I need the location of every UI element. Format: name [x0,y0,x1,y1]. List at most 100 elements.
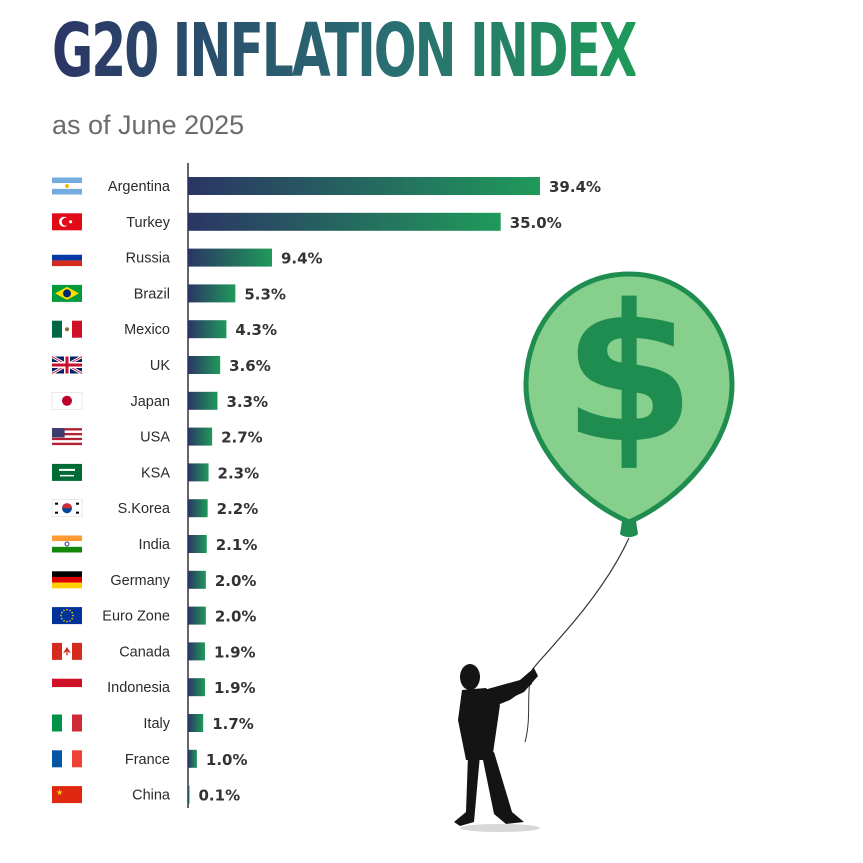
value-label: 5.3% [244,285,286,303]
category-label: USA [140,430,170,446]
russia-flag-icon [52,249,82,267]
category-label: Mexico [124,322,170,338]
category-label: Italy [143,716,170,732]
chart-row-france: France 1.0% [52,749,248,769]
china-flag-icon: ★ [52,786,82,804]
dollar-balloon-icon: $ [523,264,735,537]
category-label: Germany [110,573,170,589]
indonesia-flag-icon [52,678,82,696]
chart-row-usa: USA 2.7% [52,427,263,447]
value-label: 35.0% [510,214,562,232]
bar [188,606,206,625]
value-label: 4.3% [235,321,277,339]
chart-row-india: India 2.1% [52,535,257,554]
chart-row-china: ★ China 0.1% [52,785,241,805]
category-label: China [132,788,171,804]
category-label: Canada [119,644,171,660]
bar [188,248,272,267]
chart-row-canada: Canada 1.9% [52,642,256,661]
svg-text:★: ★ [56,788,63,797]
value-label: 1.7% [212,715,254,733]
category-label: Brazil [134,286,170,302]
bar [188,212,501,231]
euro-zone-flag-icon [52,607,82,625]
bar [188,749,197,768]
value-label: 2.1% [216,536,258,554]
bar [188,320,227,339]
category-label: Japan [130,394,170,410]
bar [188,391,218,410]
category-label: Euro Zone [102,609,170,625]
bar [188,785,190,804]
figure-shadow [460,824,540,832]
chart-subtitle: as of June 2025 [52,110,245,140]
italy-flag-icon [52,714,82,732]
bar [188,570,206,589]
bar [188,177,540,195]
chart-row-brazil: Brazil 5.3% [52,284,286,303]
bar [188,714,204,732]
value-label: 2.7% [221,429,263,447]
bar [188,427,213,446]
chart-row-turkey: Turkey 35.0% [52,212,562,232]
value-label: 2.3% [218,464,260,482]
argentina-flag-icon [52,177,82,195]
south-korea-flag-icon [51,499,83,518]
value-label: 3.3% [226,393,268,411]
uk-flag-icon [51,355,83,375]
man-holding-balloon-icon [454,664,538,826]
japan-flag-icon [51,391,83,410]
germany-flag-icon [52,571,82,589]
category-label: Argentina [108,179,171,195]
chart-row-euro-zone: Euro Zone 2.0% [52,606,257,626]
mexico-flag-icon [52,320,82,338]
value-label: 1.0% [206,751,248,769]
category-label: UK [150,358,170,374]
value-label: 1.9% [214,679,256,697]
brazil-flag-icon [52,284,82,302]
canada-flag-icon [52,642,82,660]
value-label: 1.9% [214,643,256,661]
chart-row-s-korea: S.Korea 2.2% [51,499,259,518]
ksa-flag-icon [52,463,82,481]
turkey-flag-icon [52,213,82,231]
balloon-string [531,537,630,671]
bar [188,284,236,303]
chart-row-indonesia: Indonesia 1.9% [52,678,256,697]
france-flag-icon [52,750,82,768]
usa-flag-icon [52,428,82,446]
bar [188,463,209,482]
category-label: KSA [141,465,170,481]
chart-row-mexico: Mexico 4.3% [52,320,277,339]
dollar-sign-icon: $ [563,264,695,485]
bar [188,499,208,518]
category-label: France [125,752,170,768]
chart-row-germany: Germany 2.0% [52,570,257,590]
category-label: Russia [126,251,171,267]
value-label: 2.0% [215,572,257,590]
value-label: 3.6% [229,357,271,375]
category-label: India [139,537,171,553]
bar [188,356,221,374]
chart-row-argentina: Argentina 39.4% [52,177,601,196]
value-label: 2.2% [217,500,259,518]
bar [188,678,205,697]
chart-row-russia: Russia 9.4% [52,248,323,268]
bar [188,535,207,553]
india-flag-icon [52,535,82,553]
chart-row-ksa: KSA 2.3% [52,463,259,482]
value-label: 39.4% [549,178,601,196]
bar [188,642,205,661]
chart-row-uk: UK 3.6% [51,355,271,375]
chart-row-italy: Italy 1.7% [52,714,254,733]
value-label: 0.1% [199,787,241,805]
chart-title: G20 INFLATION INDEX [52,8,638,94]
category-label: S.Korea [118,501,171,517]
value-label: 2.0% [215,608,257,626]
category-label: Indonesia [107,680,171,696]
category-label: Turkey [126,215,171,231]
chart-row-japan: Japan 3.3% [51,391,268,411]
value-label: 9.4% [281,250,323,268]
